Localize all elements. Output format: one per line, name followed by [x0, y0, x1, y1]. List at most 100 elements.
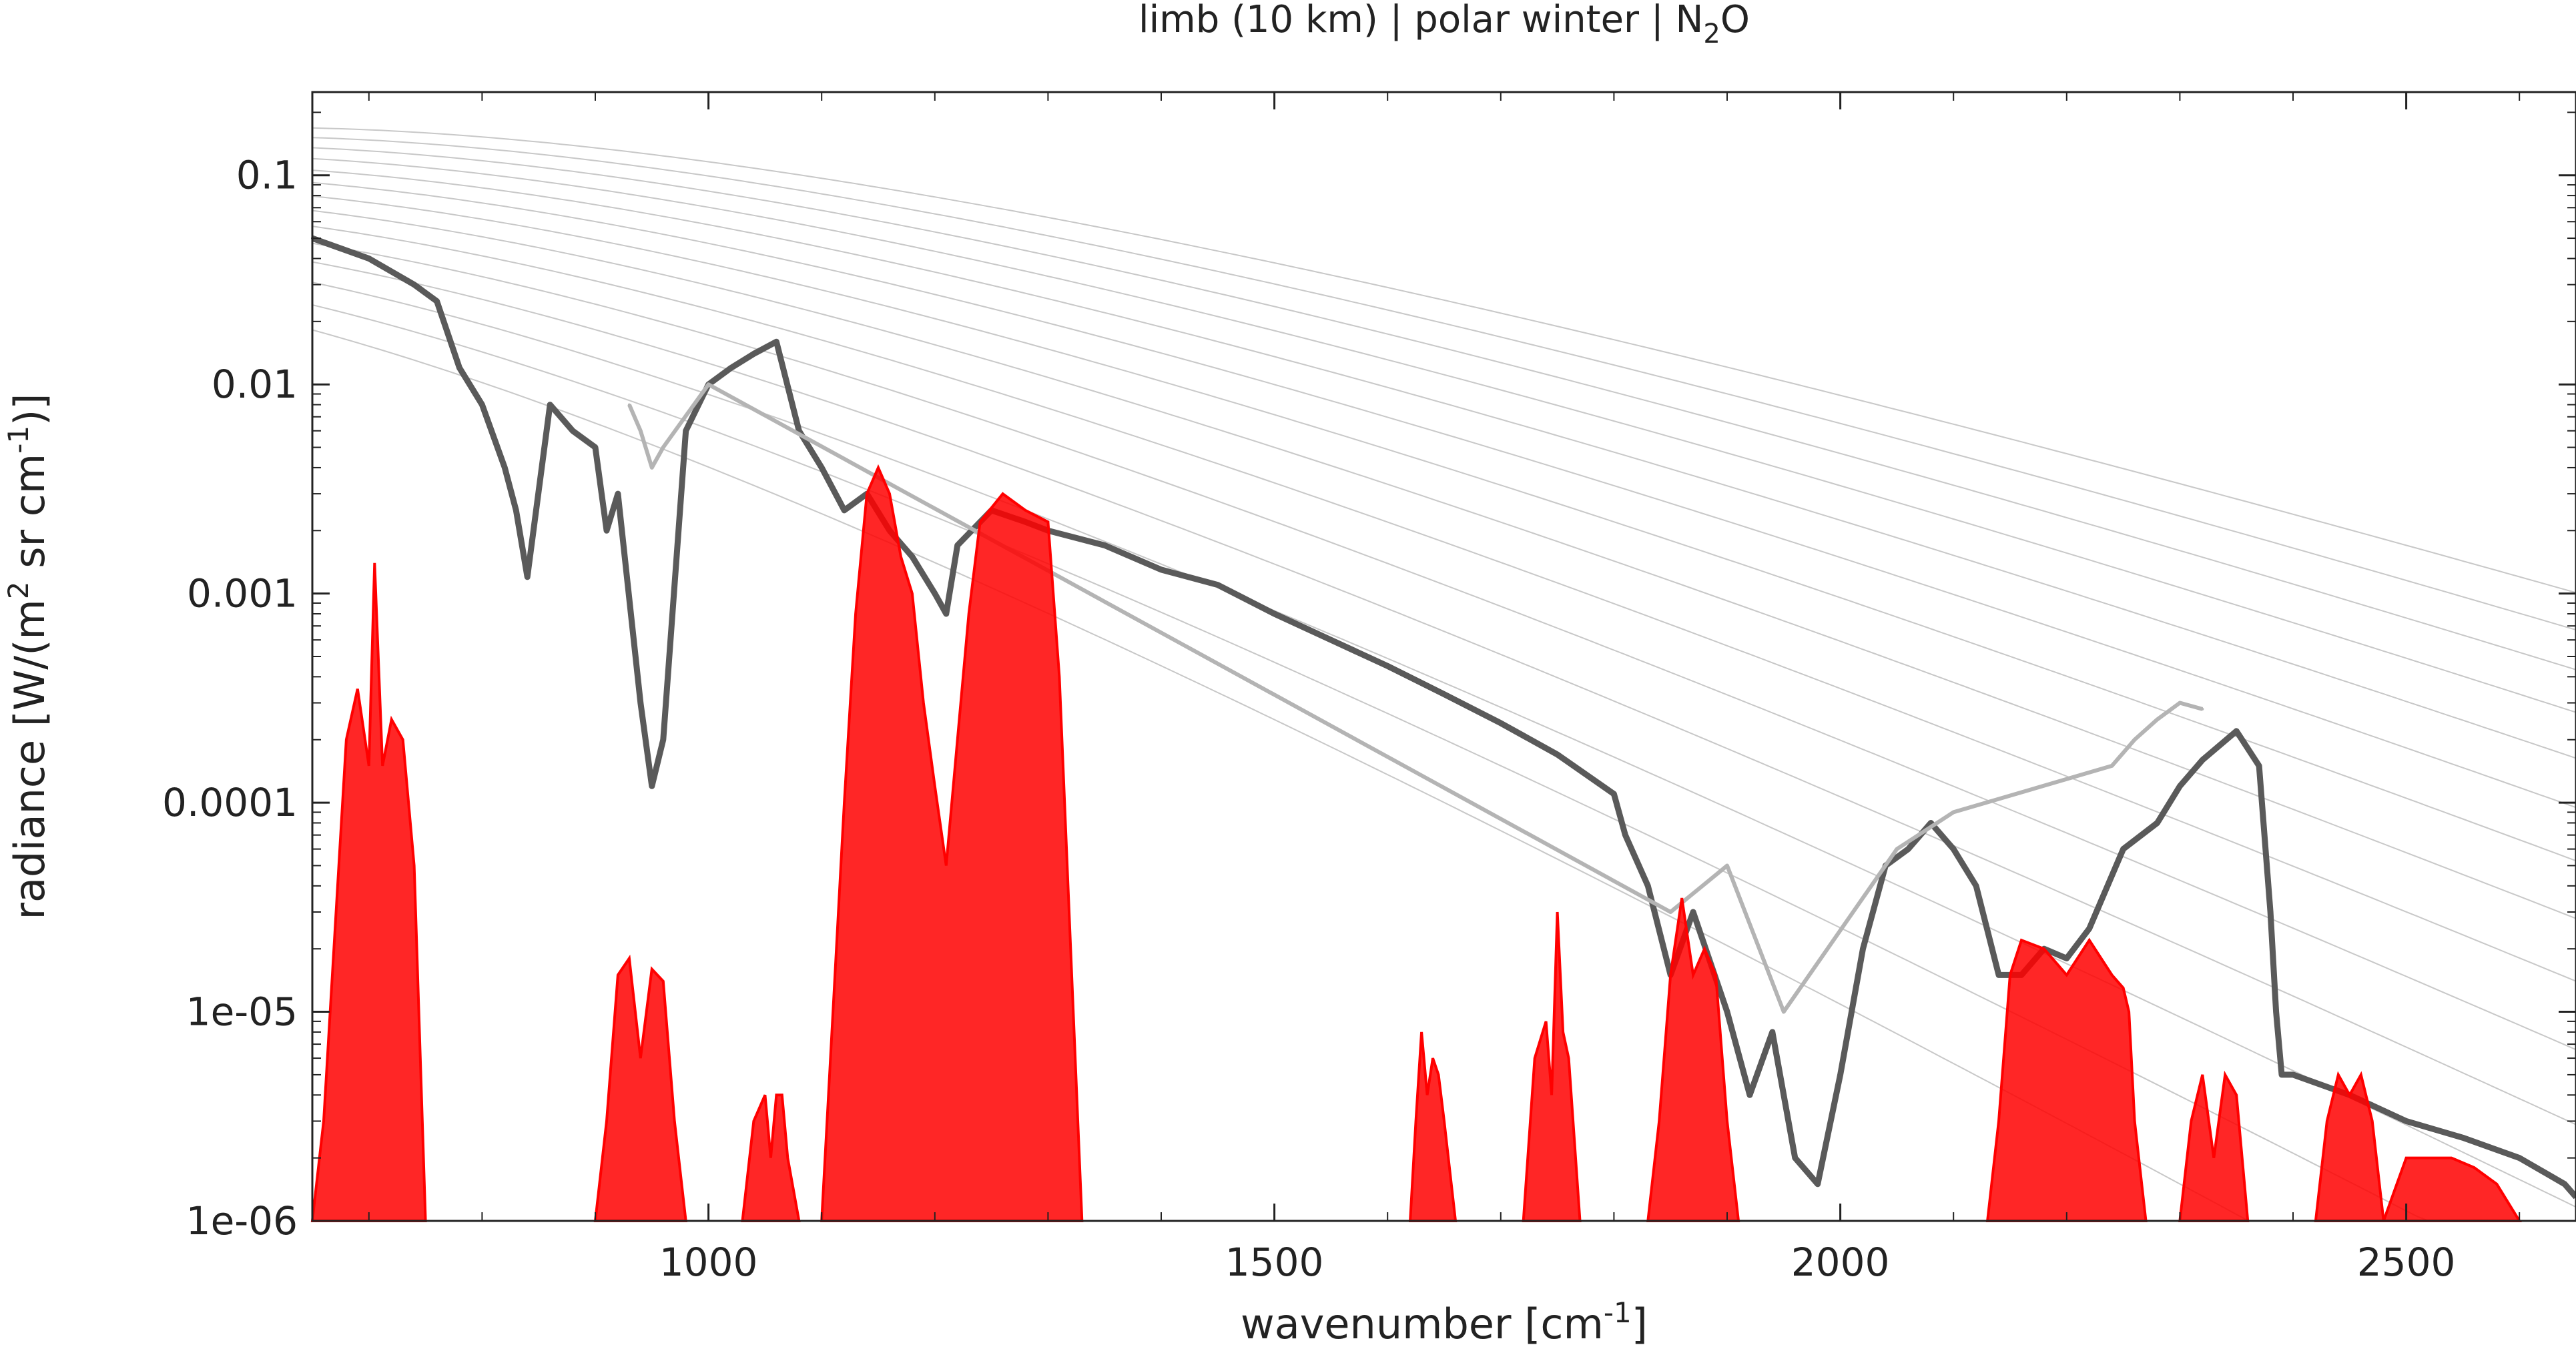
planck-curve-270K	[312, 169, 2576, 759]
total-radiance-point	[843, 508, 846, 512]
total-radiance-point	[661, 738, 665, 741]
total-radiance-point	[2235, 729, 2238, 733]
y-axis: 0.1 0.01 0.001 0.0001 1e-05 1e-06	[162, 111, 2576, 1244]
total-radiance-point	[435, 300, 438, 303]
total-radiance-point	[2563, 1182, 2566, 1186]
light-radiance-point	[1952, 811, 1955, 814]
total-radiance-point	[2280, 1073, 2283, 1076]
total-radiance-point	[2404, 1119, 2408, 1123]
total-radiance-point	[480, 403, 484, 406]
total-radiance-point	[1103, 544, 1106, 547]
light-radiance-point	[639, 429, 642, 432]
n2o-band-2	[593, 954, 687, 1222]
y-tick-label: 1e-06	[186, 1198, 298, 1244]
total-radiance-point	[1216, 583, 1219, 586]
planck-curve-250K	[312, 195, 2576, 862]
title-text: limb (10 km) | polar winter | N	[1139, 0, 1703, 41]
light-radiance-point	[1726, 864, 1728, 867]
n2o-band-9	[2178, 1070, 2250, 1222]
n2o-band-10	[2314, 1071, 2385, 1222]
total-radiance-point	[1386, 664, 1389, 668]
total-radiance-point	[639, 701, 642, 705]
title-text-end: O	[1720, 0, 1750, 41]
n2o-band-1	[310, 562, 427, 1222]
total-radiance-point	[2269, 911, 2272, 913]
light-radiance-point	[707, 383, 710, 386]
light-radiance-point	[2156, 718, 2159, 721]
n2o-band-8	[1985, 937, 2148, 1222]
light-radiance-point	[1669, 911, 1672, 913]
total-radiance-point	[2087, 927, 2091, 930]
y-tick-label: 0.0001	[162, 780, 298, 825]
y-axis-label-text-2: sr cm	[5, 454, 54, 582]
light-radiance-point	[661, 446, 665, 449]
total-radiance-point	[650, 785, 653, 788]
total-radiance-point	[2201, 759, 2204, 762]
y-tick-label: 1e-05	[186, 989, 298, 1035]
n2o-band-7	[1646, 897, 1740, 1222]
light-radiance-point	[2201, 707, 2204, 711]
planck-curve-220K	[312, 242, 2576, 1051]
total-radiance-point	[1443, 693, 1445, 696]
total-radiance-point	[1861, 947, 1865, 951]
planck-curve-300K	[312, 137, 2576, 631]
total-radiance-point	[820, 466, 824, 469]
total-radiance-point	[1839, 1073, 1842, 1076]
planck-curve-280K	[312, 157, 2576, 713]
total-radiance-point	[526, 575, 529, 578]
x-axis-label: wavenumber [cm-1]	[1241, 1296, 1648, 1348]
light-radiance-point	[1895, 847, 1899, 851]
total-radiance-point	[571, 429, 575, 432]
total-radiance-point	[1907, 847, 1910, 851]
light-radiance-point	[650, 466, 653, 469]
y-axis-label: radiance [W/(m2 sr cm-1)]	[2, 394, 54, 920]
total-radiance-point	[1748, 1093, 1751, 1097]
total-radiance-point	[1624, 833, 1627, 837]
total-radiance-point	[2156, 821, 2159, 825]
n2o-radiance-series	[310, 464, 2522, 1222]
n2o-band-6	[1522, 911, 1582, 1222]
total-radiance-point	[515, 508, 518, 512]
total-radiance-point	[2258, 764, 2261, 767]
total-radiance-point	[1499, 721, 1502, 725]
y-tick-label: 0.01	[212, 362, 298, 407]
planck-curve-200K	[312, 282, 2576, 1208]
total-radiance-point	[933, 592, 936, 595]
y-axis-label-sup2: -1	[2, 426, 35, 454]
planck-curves	[312, 127, 2576, 1222]
y-tick-label: 0.001	[187, 571, 298, 616]
total-radiance-point	[1160, 568, 1163, 571]
total-radiance-point	[684, 429, 687, 432]
total-radiance-point	[729, 366, 733, 370]
x-axis-label-superscript: -1	[1604, 1296, 1632, 1329]
planck-curve-240K	[312, 209, 2576, 919]
light-radiance-point	[2133, 738, 2136, 741]
total-radiance-point	[503, 466, 507, 469]
total-radiance-point	[1726, 1010, 1728, 1013]
total-radiance-point	[1770, 1030, 1774, 1033]
x-tick-label: 2000	[1791, 1240, 1890, 1285]
total-radiance-point	[2178, 785, 2182, 788]
planck-curve-310K	[312, 127, 2576, 594]
total-radiance-point	[1816, 1182, 1819, 1186]
x-axis: 1000 1500 2000 2500	[368, 92, 2521, 1285]
planck-curve-260K	[312, 181, 2576, 809]
total-radiance-point	[2065, 957, 2068, 960]
planck-curve-230K	[312, 225, 2576, 982]
n2o-band-3	[741, 1093, 801, 1222]
total-radiance-point	[412, 283, 416, 286]
light-radiance-point	[2178, 701, 2182, 705]
total-radiance-point	[1692, 911, 1695, 913]
total-radiance-point	[1975, 884, 1978, 887]
light-radiance-point	[627, 403, 631, 406]
total-radiance-point	[2122, 847, 2125, 851]
total-radiance-point	[1929, 821, 1933, 825]
total-radiance-point	[2274, 1010, 2278, 1013]
total-radiance-point	[1646, 884, 1650, 887]
total-radiance-point	[367, 257, 370, 260]
total-radiance-point	[775, 340, 778, 344]
total-radiance-point	[956, 544, 959, 547]
total-radiance-point	[458, 366, 461, 370]
x-axis-label-text: wavenumber [cm	[1241, 1300, 1604, 1348]
